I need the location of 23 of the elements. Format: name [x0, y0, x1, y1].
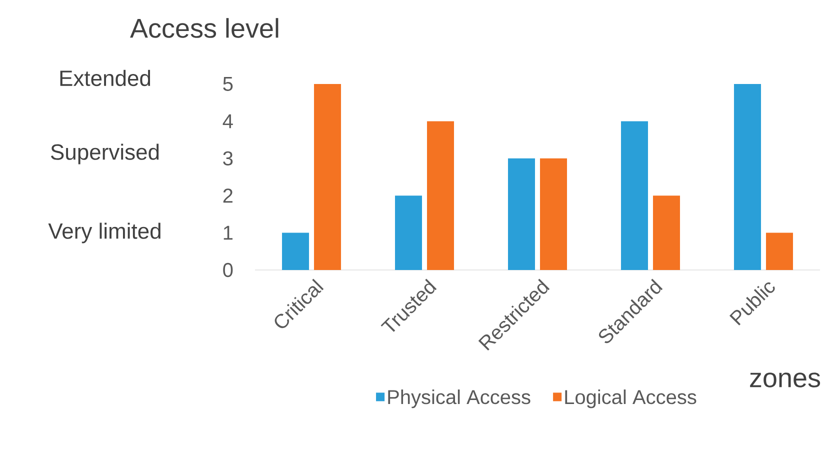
bar	[734, 84, 761, 270]
bar	[282, 232, 310, 270]
bar	[652, 196, 680, 270]
y-tick-label: 5	[223, 77, 233, 91]
legend-label: Logical Access	[565, 390, 696, 408]
y-tick-label: 2	[223, 188, 232, 203]
y-tick-label: 4	[222, 114, 233, 128]
bar	[508, 158, 535, 270]
bar	[620, 121, 648, 270]
bar	[540, 158, 567, 270]
legend-label: Physical Access	[388, 390, 530, 408]
text: Supervised	[50, 144, 159, 164]
y-tick-label: 1	[224, 226, 232, 240]
bar	[314, 84, 342, 270]
y-axis-title: Access level	[130, 18, 278, 38]
y-tick-label: 3	[223, 151, 233, 166]
bar	[395, 196, 422, 270]
text: Very limited	[48, 222, 160, 244]
text: Extended	[60, 70, 150, 86]
bar	[766, 232, 793, 270]
x-axis-title: zones	[750, 372, 820, 388]
y-tick-label: 0	[223, 262, 233, 278]
bar	[427, 121, 454, 270]
